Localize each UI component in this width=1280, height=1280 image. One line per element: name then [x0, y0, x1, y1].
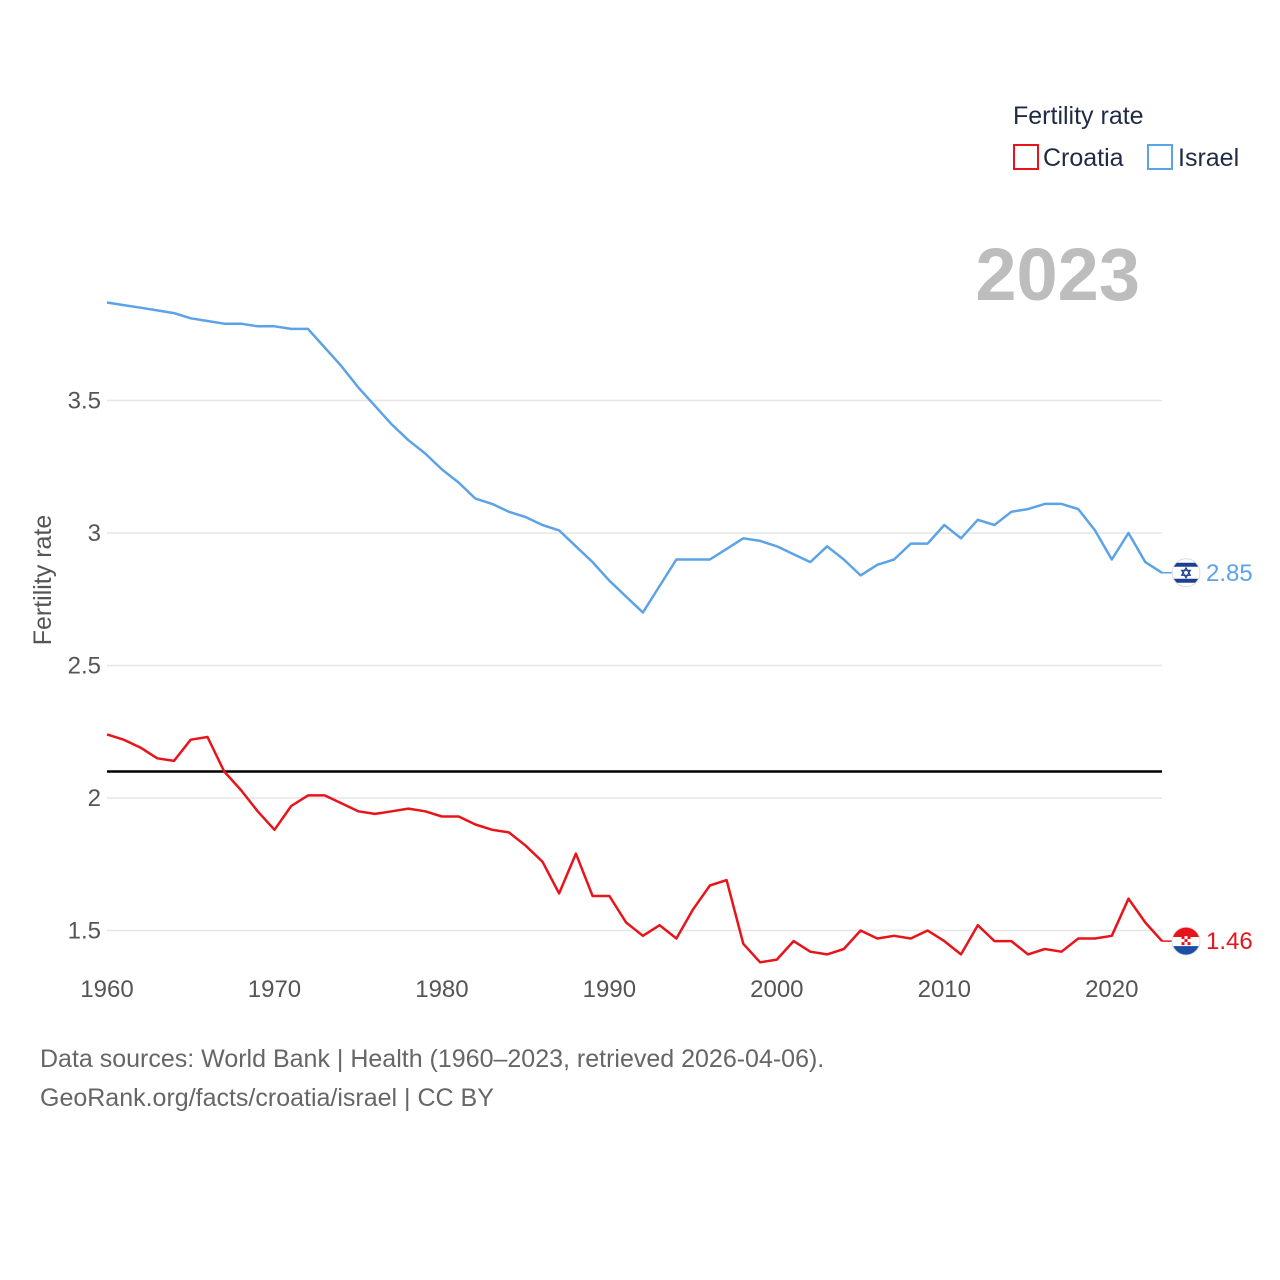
croatia-flag-icon [1171, 926, 1201, 956]
end-markers: 1.46 2.85 [1162, 558, 1253, 956]
x-tick-label: 1990 [583, 976, 636, 1003]
x-tick-label: 1960 [80, 976, 133, 1003]
end-value-label-croatia: 1.46 [1206, 928, 1253, 955]
fertility-chart: 1.5 2 2.5 3 3.5 1960 1970 1980 1990 2000 2010 2020… [29, 102, 1253, 1003]
y-tick-label: 1.5 [68, 918, 101, 945]
x-tick-label: 2010 [918, 976, 971, 1003]
gridlines [107, 399, 1162, 932]
x-tick-label: 1980 [415, 976, 468, 1003]
x-tick-label: 2000 [750, 976, 803, 1003]
source-line-2: GeoRank.org/facts/croatia/israel | CC BY [40, 1084, 494, 1112]
legend-label-israel[interactable]: Israel [1178, 144, 1239, 172]
end-value-label-israel: 2.85 [1206, 560, 1253, 587]
series-line-croatia[interactable] [106, 733, 1163, 964]
y-axis-title: Fertility rate [29, 515, 57, 646]
year-watermark: 2023 [975, 233, 1140, 316]
y-axis-ticks: 1.5 2 2.5 3 3.5 [68, 388, 101, 945]
legend: Fertility rate Croatia Israel [1013, 102, 1239, 172]
x-tick-label: 1970 [248, 976, 301, 1003]
y-tick-label: 2 [88, 785, 101, 812]
legend-swatch-israel[interactable] [1147, 144, 1173, 170]
y-tick-label: 3 [88, 520, 101, 547]
y-tick-label: 2.5 [68, 653, 101, 680]
series-lines [106, 301, 1163, 964]
legend-swatch-croatia[interactable] [1013, 144, 1039, 170]
x-tick-label: 2020 [1085, 976, 1138, 1003]
x-axis-ticks: 1960 1970 1980 1990 2000 2010 2020 [80, 976, 1138, 1003]
y-tick-label: 3.5 [68, 388, 101, 415]
source-line-1: Data sources: World Bank | Health (1960–… [40, 1045, 825, 1073]
legend-title: Fertility rate [1013, 102, 1144, 130]
series-line-israel[interactable] [106, 301, 1163, 614]
legend-label-croatia[interactable]: Croatia [1043, 144, 1124, 172]
israel-flag-icon [1171, 558, 1201, 588]
